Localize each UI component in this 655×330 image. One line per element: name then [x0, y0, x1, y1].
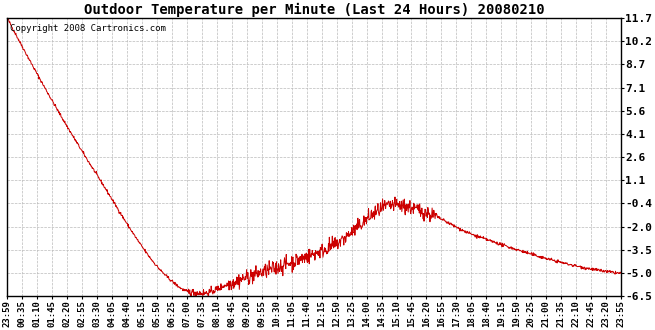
Text: Copyright 2008 Cartronics.com: Copyright 2008 Cartronics.com [10, 24, 166, 33]
Title: Outdoor Temperature per Minute (Last 24 Hours) 20080210: Outdoor Temperature per Minute (Last 24 … [84, 3, 544, 17]
